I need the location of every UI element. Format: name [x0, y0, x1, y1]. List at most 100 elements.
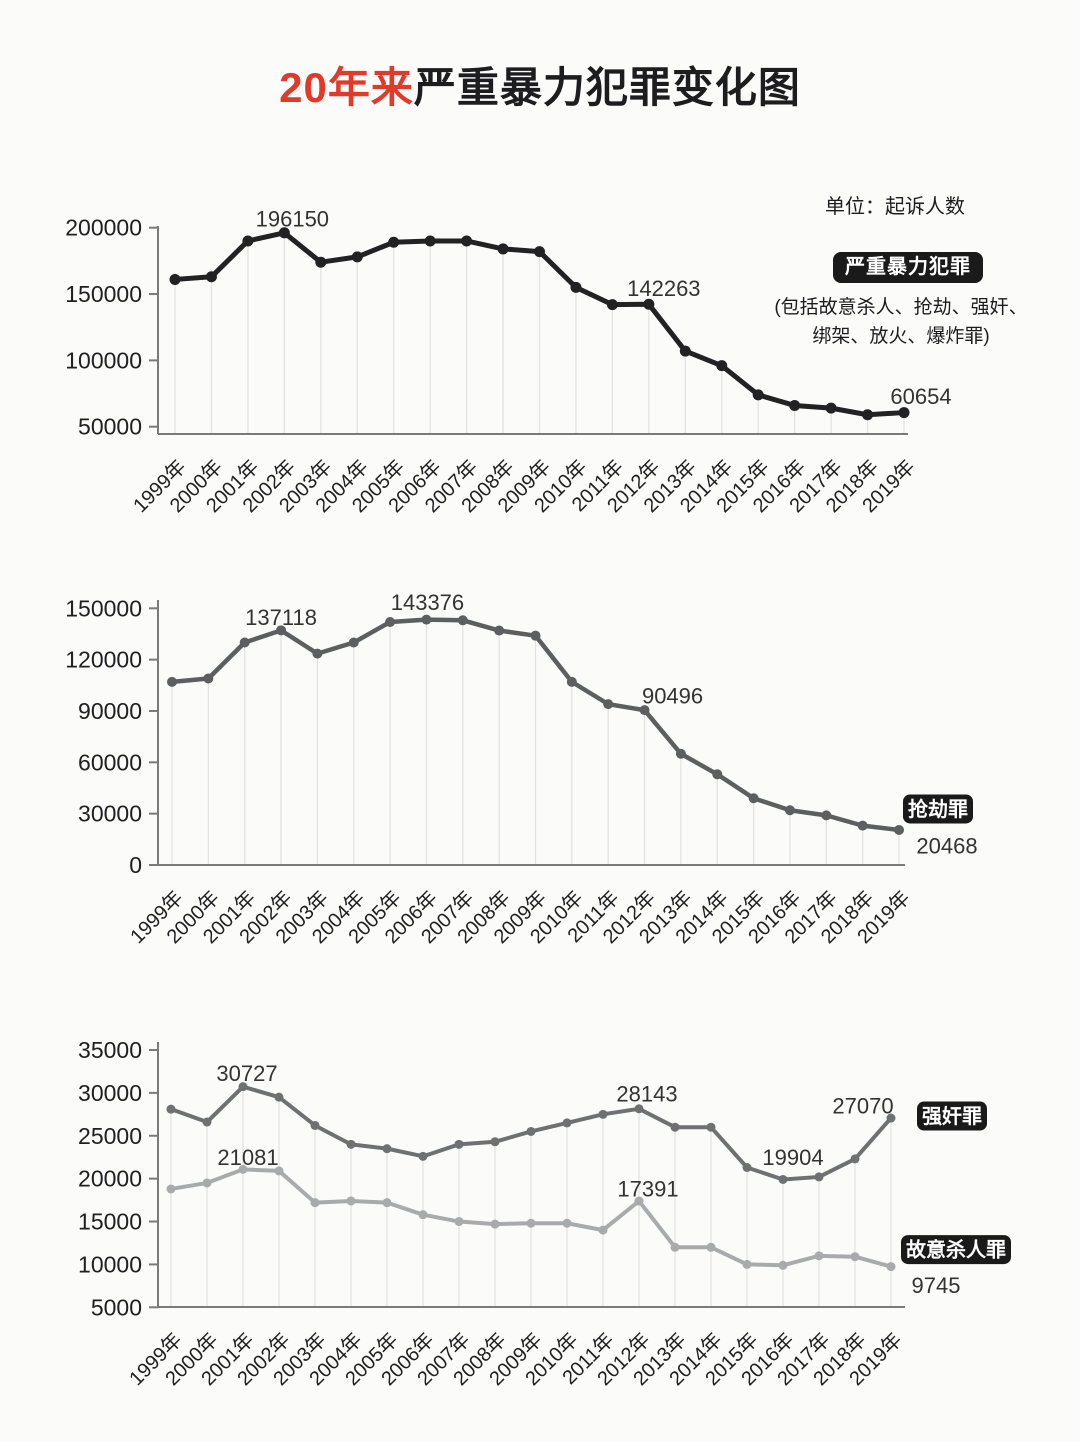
data-point: [752, 389, 764, 401]
page-title: 20年来严重暴力犯罪变化图: [0, 54, 1080, 115]
series-robbery-0: 137118 143376 90496 20468 抢劫罪: [167, 590, 978, 858]
point-value-label: 28143: [616, 1081, 677, 1106]
series-badge-rape-and-homicide-1: 故意杀人罪: [901, 1235, 1011, 1265]
point-drop-lines: [174, 232, 905, 433]
data-point: [461, 235, 473, 247]
data-point: [205, 271, 217, 283]
series-badge-robbery-0: 抢劫罪: [903, 794, 973, 824]
data-point: [424, 235, 436, 247]
svg-text:60000: 60000: [78, 749, 142, 775]
data-point: [670, 1122, 680, 1132]
point-value-label: 27070: [832, 1094, 893, 1119]
point-value-label: 30727: [216, 1061, 277, 1086]
data-point: [742, 1163, 752, 1173]
data-point: [310, 1198, 320, 1208]
data-point: [886, 1113, 896, 1123]
data-point: [748, 793, 759, 804]
data-point: [634, 1196, 644, 1206]
data-point: [712, 769, 723, 780]
data-point: [382, 1198, 392, 1208]
data-point: [716, 360, 728, 372]
data-point: [274, 1092, 284, 1102]
legend-note: (包括故意杀人、抢劫、强奸、 绑架、放火、爆炸罪): [768, 294, 1034, 351]
svg-text:90000: 90000: [78, 698, 142, 724]
data-point: [457, 615, 468, 626]
data-point: [274, 1166, 284, 1176]
data-point: [706, 1122, 716, 1132]
data-point: [490, 1219, 500, 1229]
legend-badge-serious-violent-crime: 严重暴力犯罪: [833, 252, 983, 283]
data-point: [238, 1082, 248, 1092]
svg-text:200000: 200000: [65, 215, 142, 241]
data-point: [351, 251, 363, 263]
svg-text:35000: 35000: [78, 1037, 142, 1063]
series-rape-and-homicide-1: 21081 17391 9745 故意杀人罪: [166, 1145, 1011, 1298]
data-point: [570, 281, 582, 293]
data-point: [821, 810, 832, 821]
data-point: [675, 748, 686, 759]
data-point: [494, 625, 505, 636]
data-point: [166, 1104, 176, 1114]
data-point: [643, 298, 655, 310]
data-point: [346, 1139, 356, 1149]
title-rest: 严重暴力犯罪变化图: [413, 64, 801, 111]
data-point: [242, 235, 254, 247]
data-point: [418, 1210, 428, 1220]
data-point: [566, 676, 577, 687]
data-point: [850, 1154, 860, 1164]
point-value-label: 196150: [256, 206, 329, 231]
svg-text:150000: 150000: [65, 595, 142, 621]
data-point: [825, 402, 837, 414]
axes: [157, 600, 905, 866]
data-point: [530, 630, 541, 641]
data-point: [562, 1118, 572, 1128]
data-point: [385, 616, 396, 627]
svg-text:5000: 5000: [91, 1294, 142, 1320]
svg-text:150000: 150000: [65, 281, 142, 307]
legend-note-line2: 绑架、放火、爆炸罪): [812, 325, 990, 347]
data-point: [606, 299, 618, 311]
data-point: [886, 1262, 896, 1272]
data-point: [239, 637, 250, 648]
data-point: [454, 1139, 464, 1149]
data-point: [562, 1218, 572, 1228]
data-point: [857, 820, 868, 831]
data-point: [348, 637, 359, 648]
data-point: [202, 1117, 212, 1127]
data-point: [814, 1251, 824, 1261]
data-point: [238, 1164, 248, 1174]
point-value-label: 60654: [890, 384, 951, 409]
data-point: [421, 614, 432, 625]
svg-text:抢劫罪: 抢劫罪: [908, 797, 968, 821]
point-value-label: 9745: [912, 1273, 961, 1298]
data-point: [862, 409, 874, 421]
svg-text:10000: 10000: [78, 1251, 142, 1277]
svg-text:强奸罪: 强奸罪: [922, 1105, 982, 1128]
data-point: [784, 805, 795, 816]
point-drop-lines: [171, 619, 900, 864]
y-axis-labels: 200000 150000 100000 50000: [65, 215, 158, 440]
point-value-label: 20468: [916, 833, 977, 858]
data-point: [166, 1184, 176, 1194]
axes: [157, 226, 908, 435]
svg-text:0: 0: [129, 852, 142, 878]
y-axis-labels: 150000 120000 90000 60000 30000 0: [65, 595, 158, 878]
svg-text:50000: 50000: [78, 414, 142, 440]
data-point: [312, 648, 323, 659]
data-point: [639, 705, 650, 716]
data-point: [382, 1144, 392, 1154]
data-point: [454, 1217, 464, 1227]
data-point: [278, 227, 290, 239]
svg-text:故意杀人罪: 故意杀人罪: [906, 1238, 1006, 1262]
y-axis-labels: 35000 30000 25000 20000 15000 10000 5000: [78, 1037, 158, 1320]
svg-text:120000: 120000: [65, 647, 142, 673]
data-point: [598, 1109, 608, 1119]
data-point: [490, 1137, 500, 1147]
data-point: [670, 1242, 680, 1252]
data-point: [310, 1120, 320, 1130]
data-point: [534, 246, 545, 258]
chart-robbery: 150000 120000 90000 60000 30000 0 1999年2000年20…: [65, 590, 977, 948]
point-value-label: 137118: [245, 605, 317, 630]
